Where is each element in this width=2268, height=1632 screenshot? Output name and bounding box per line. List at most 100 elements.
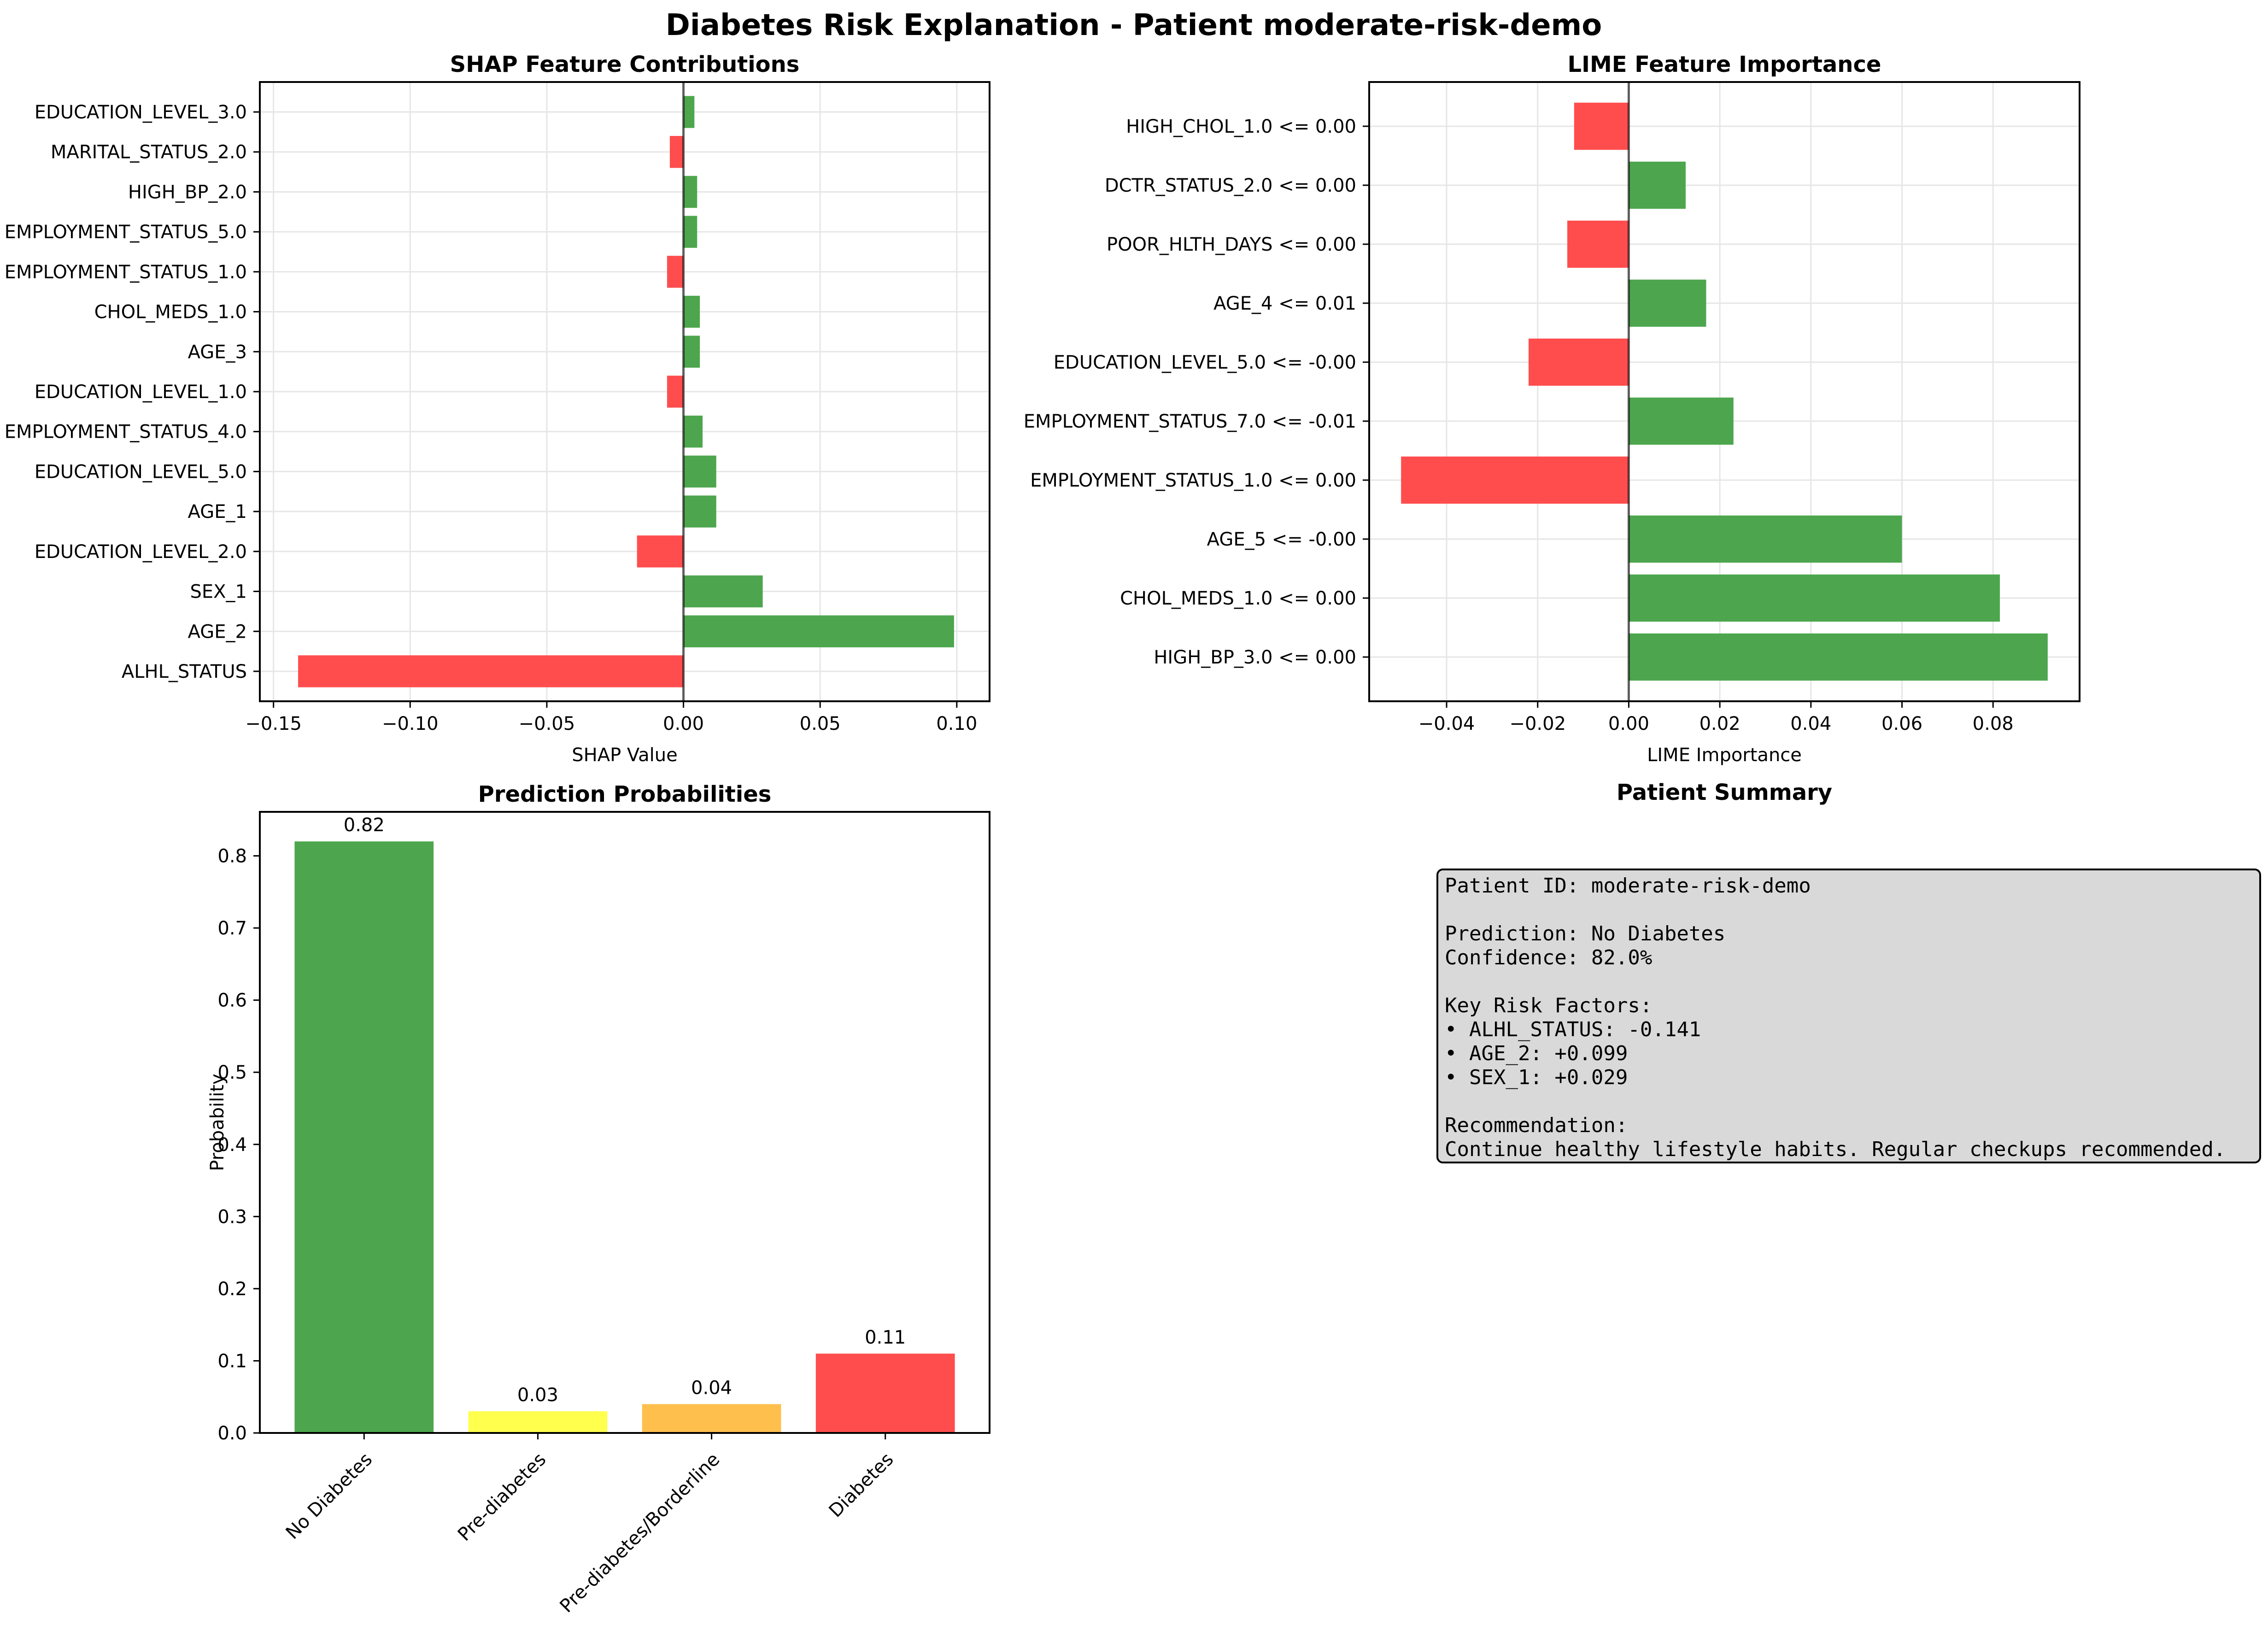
- lime-bar: [1629, 574, 2000, 622]
- probability-chart: 0.82 No Diabetes 0.03 Pre-diabetes 0.04 Pre-d…: [207, 781, 990, 1617]
- lime-xtick-label: 0.06: [1881, 713, 1922, 734]
- shap-xtick-label: 0.05: [800, 713, 841, 734]
- summary-line: • AGE_2: +0.099: [1445, 1042, 1628, 1065]
- shap-bar: [683, 575, 763, 608]
- lime-xtick-label: 0.00: [1608, 713, 1649, 734]
- shap-bar: [683, 455, 716, 488]
- probability-category-label: Pre-diabetes: [454, 1449, 550, 1545]
- shap-xtick-label: −0.15: [245, 713, 302, 734]
- lime-category-label: CHOL_MEDS_1.0 <= 0.00: [1120, 588, 1356, 609]
- shap-bar: [683, 176, 697, 208]
- shap-category-label: EMPLOYMENT_STATUS_4.0: [5, 422, 247, 443]
- lime-xtick-label: 0.04: [1790, 713, 1831, 734]
- summary-line: Confidence: 82.0%: [1445, 946, 1653, 969]
- lime-xtick-label: 0.02: [1700, 713, 1741, 734]
- probability-axes-frame: [259, 811, 990, 1434]
- lime-xlabel: LIME Importance: [1647, 745, 1802, 766]
- lime-xtick-label: −0.02: [1509, 713, 1566, 734]
- shap-bar: [683, 216, 697, 248]
- shap-bar: [669, 136, 684, 168]
- shap-category-label: EDUCATION_LEVEL_1.0: [35, 382, 247, 403]
- lime-category-label: EDUCATION_LEVEL_5.0 <= -0.00: [1054, 352, 1356, 373]
- shap-category-label: EMPLOYMENT_STATUS_1.0: [5, 262, 247, 283]
- shap-bar: [637, 535, 684, 568]
- shap-axes-frame: [259, 81, 990, 702]
- shap-bar: [683, 615, 954, 647]
- shap-category-label: HIGH_BP_2.0: [128, 182, 247, 203]
- probability-category-label: Diabetes: [825, 1449, 898, 1521]
- shap-category-label: MARITAL_STATUS_2.0: [51, 142, 247, 163]
- lime-bar: [1567, 220, 1629, 268]
- probability-data-label: 0.04: [691, 1377, 732, 1398]
- shap-category-label: AGE_1: [188, 501, 247, 522]
- summary-line: Patient ID: moderate-risk-demo: [1445, 874, 1811, 898]
- shap-chart: −0.15 −0.10 −0.05 0.00 0.05 0.10 ALHL_STATUS AG…: [5, 52, 990, 766]
- shap-category-label: ALHL_STATUS: [122, 661, 247, 682]
- shap-category-label: SEX_1: [190, 581, 247, 603]
- shap-bar: [683, 96, 695, 128]
- lime-bar: [1629, 515, 1902, 563]
- summary-line: Key Risk Factors:: [1445, 994, 1653, 1017]
- summary-line: • ALHL_STATUS: -0.141: [1445, 1018, 1701, 1041]
- shap-xtick-label: −0.05: [519, 713, 575, 734]
- lime-axes-frame: [1368, 81, 2080, 702]
- lime-category-label: EMPLOYMENT_STATUS_1.0 <= 0.00: [1030, 470, 1356, 491]
- shap-xtick-label: 0.10: [936, 713, 977, 734]
- lime-xtick-label: 0.08: [1973, 713, 2014, 734]
- probability-ytick-label: 0.0: [217, 1423, 247, 1444]
- lime-bar: [1574, 102, 1629, 150]
- lime-category-label: AGE_5 <= -0.00: [1207, 529, 1356, 550]
- probability-bar: [294, 841, 434, 1433]
- shap-xtick-label: −0.10: [382, 713, 439, 734]
- lime-category-label: POOR_HLTH_DAYS <= 0.00: [1107, 234, 1356, 255]
- lime-xtick-label: −0.04: [1418, 713, 1475, 734]
- shap-category-label: AGE_2: [188, 621, 247, 642]
- probability-title: Prediction Probabilities: [478, 781, 772, 807]
- shap-bar: [683, 416, 703, 448]
- shap-category-label: AGE_3: [188, 341, 247, 363]
- lime-category-label: HIGH_CHOL_1.0 <= 0.00: [1126, 116, 1356, 137]
- lime-chart: −0.04 −0.02 0.00 0.02 0.04 0.06 0.08 HIGH_BP_3.…: [1024, 52, 2080, 766]
- summary-line: Prediction: No Diabetes: [1445, 922, 1726, 945]
- summary-line: • SEX_1: +0.029: [1445, 1066, 1628, 1089]
- probability-ytick-label: 0.7: [217, 918, 247, 939]
- probability-bar: [815, 1353, 955, 1433]
- lime-bar: [1528, 338, 1629, 386]
- shap-bar: [683, 295, 700, 328]
- probability-data-label: 0.03: [517, 1385, 558, 1406]
- shap-category-label: CHOL_MEDS_1.0: [94, 302, 247, 323]
- lime-category-label: EMPLOYMENT_STATUS_7.0 <= -0.01: [1024, 411, 1356, 432]
- lime-title: LIME Feature Importance: [1568, 52, 1881, 77]
- probability-ytick-label: 0.3: [217, 1206, 247, 1227]
- probability-ytick-label: 0.1: [217, 1350, 247, 1372]
- probability-category-label: Pre-diabetes/Borderline: [556, 1449, 724, 1617]
- summary-line: [1445, 1090, 2253, 1114]
- probability-ytick-label: 0.8: [217, 846, 247, 867]
- probability-category-label: No Diabetes: [282, 1449, 377, 1544]
- lime-category-label: HIGH_BP_3.0 <= 0.00: [1154, 647, 1356, 668]
- probability-ytick-label: 0.6: [217, 990, 247, 1011]
- probability-ylabel: Probability: [207, 1074, 228, 1171]
- shap-xtick-label: 0.00: [663, 713, 704, 734]
- shap-category-label: EDUCATION_LEVEL_2.0: [35, 541, 247, 563]
- lime-category-label: AGE_4 <= 0.01: [1213, 293, 1356, 314]
- figure-title: Diabetes Risk Explanation - Patient mode…: [666, 8, 1602, 42]
- shap-category-label: EMPLOYMENT_STATUS_5.0: [5, 222, 247, 243]
- probability-data-label: 0.82: [344, 815, 385, 836]
- shap-bar: [683, 495, 716, 528]
- shap-bar: [667, 256, 684, 288]
- summary-line: Continue healthy lifestyle habits. Regul…: [1445, 1138, 2226, 1161]
- shap-bar: [298, 655, 684, 687]
- lime-bar: [1401, 456, 1629, 504]
- shap-xlabel: SHAP Value: [572, 745, 678, 766]
- probability-ytick-label: 0.2: [217, 1279, 247, 1300]
- shap-category-label: EDUCATION_LEVEL_3.0: [35, 102, 247, 123]
- lime-bar: [1629, 397, 1734, 445]
- probability-bar: [468, 1411, 608, 1433]
- patient-summary-box: Patient ID: moderate-risk-demo Prediction…: [1436, 869, 2261, 1163]
- summary-line: Recommendation:: [1445, 1114, 1628, 1137]
- shap-category-label: EDUCATION_LEVEL_5.0: [35, 461, 247, 482]
- lime-bar: [1629, 633, 2048, 681]
- lime-bar: [1629, 161, 1686, 209]
